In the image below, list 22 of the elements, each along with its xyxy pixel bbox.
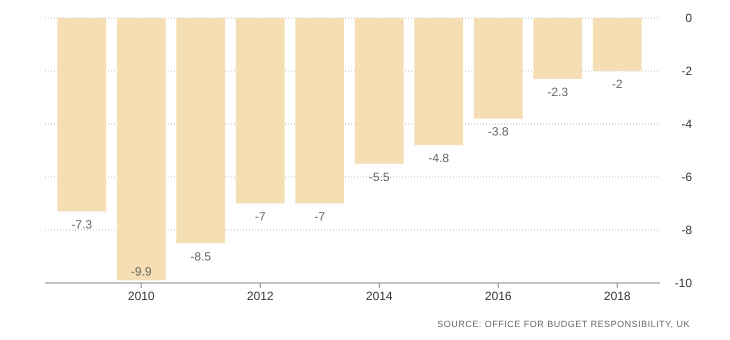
x-tick-label: 2014 bbox=[366, 289, 393, 303]
y-tick-label: -4 bbox=[681, 117, 692, 131]
data-label: -8.5 bbox=[190, 249, 212, 264]
y-tick-label: -10 bbox=[674, 276, 692, 290]
data-label: -2 bbox=[612, 77, 623, 91]
y-tick-label: -8 bbox=[681, 223, 692, 237]
data-label: -7 bbox=[314, 210, 326, 224]
x-tick-label: 2012 bbox=[246, 289, 274, 303]
y-tick-label: -6 bbox=[681, 170, 692, 184]
x-tick-label: 2016 bbox=[484, 289, 512, 303]
data-label: -5.5 bbox=[368, 170, 390, 184]
data-label: -2.3 bbox=[547, 84, 568, 99]
y-tick-label: -2 bbox=[681, 64, 692, 78]
data-label: -9.9 bbox=[130, 264, 152, 278]
source-note: SOURCE: OFFICE FOR BUDGET RESPONSIBILITY, UK bbox=[437, 319, 690, 329]
data-label: -3.8 bbox=[488, 124, 509, 139]
data-label: -7 bbox=[254, 210, 266, 224]
data-label: -4.8 bbox=[428, 151, 450, 166]
data-label: -7.3 bbox=[71, 217, 92, 232]
x-tick-label: 2018 bbox=[604, 289, 631, 303]
y-tick-label: 0 bbox=[685, 11, 692, 25]
x-tick-label: 2010 bbox=[128, 289, 155, 303]
